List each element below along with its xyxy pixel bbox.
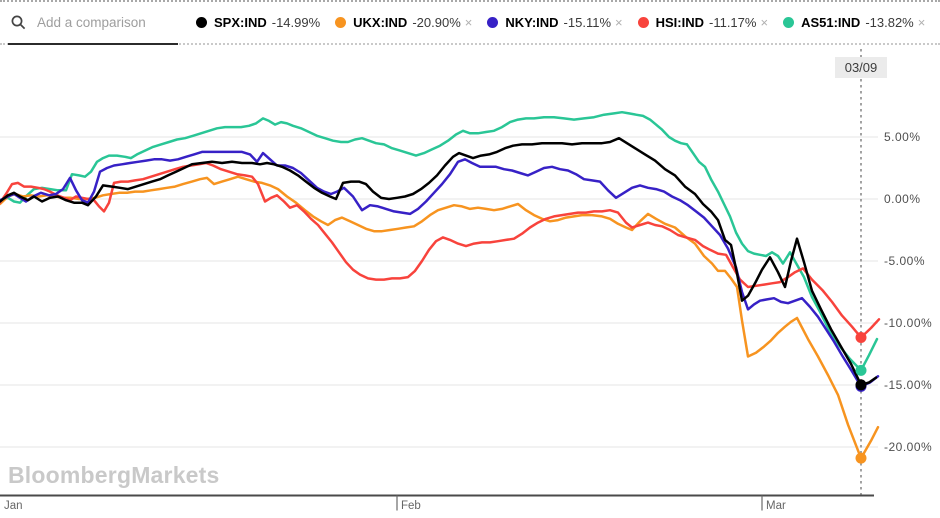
- y-tick-label: 5.00%: [884, 130, 921, 144]
- comparison-toolbar: SPX:IND-14.99%UKX:IND-20.90%×NKY:IND-15.…: [0, 0, 940, 45]
- price-chart-svg: [0, 49, 881, 511]
- legend-change: -20.90%: [412, 15, 461, 30]
- y-tick-label: -10.00%: [884, 316, 933, 330]
- legend-item-ukx[interactable]: UKX:IND -20.90% ×: [335, 15, 472, 30]
- legend-change: -15.11%: [563, 15, 612, 30]
- chart-canvas[interactable]: 5.00% 0.00% -5.00% -10.00% -15.00% -20.00% Ja…: [0, 45, 940, 518]
- legend-item-nky[interactable]: NKY:IND -15.11% ×: [487, 15, 623, 30]
- y-tick-label: 0.00%: [884, 192, 921, 206]
- y-tick-label: -5.00%: [884, 254, 926, 268]
- bloomberg-markets-watermark: BloombergMarkets: [8, 462, 220, 488]
- last-price-dot-hsi: [855, 332, 867, 344]
- crosshair-date-label: 03/09: [835, 57, 887, 78]
- y-tick-label: -20.00%: [884, 440, 933, 454]
- legend-ticker: HSI:IND: [655, 15, 704, 30]
- legend-ticker: UKX:IND: [353, 15, 408, 30]
- remove-comparison-icon[interactable]: ×: [615, 15, 623, 30]
- legend-change: -14.99%: [271, 15, 321, 30]
- search-input[interactable]: [35, 14, 177, 31]
- series-line-hsi: [0, 161, 881, 339]
- remove-comparison-icon[interactable]: ×: [917, 15, 926, 30]
- search-underline: [8, 43, 178, 45]
- last-price-dot-as51: [855, 364, 867, 376]
- last-price-dot-ukx: [855, 452, 867, 464]
- series-line-spx: [0, 136, 878, 387]
- x-tick-label-mar: Mar: [766, 500, 786, 512]
- legend-color-dot: [487, 17, 499, 28]
- legend-item-hsi[interactable]: HSI:IND -11.17% ×: [637, 15, 769, 30]
- legend-color-dot: [783, 17, 795, 28]
- legend-change: -13.82%: [865, 15, 914, 30]
- search-icon: [10, 14, 27, 31]
- last-price-dot-spx: [855, 379, 867, 391]
- legend-item-spx[interactable]: SPX:IND -14.99%: [196, 15, 320, 30]
- remove-comparison-icon[interactable]: ×: [464, 15, 473, 30]
- x-tick-label-jan: Jan: [4, 500, 23, 512]
- legend-ticker: NKY:IND: [505, 15, 559, 30]
- y-tick-label: -15.00%: [884, 378, 933, 392]
- legend-color-dot: [196, 17, 207, 28]
- remove-comparison-icon[interactable]: ×: [760, 15, 769, 30]
- legend-color-dot: [637, 17, 649, 28]
- series-line-as51: [0, 110, 879, 372]
- series-line-ukx: [0, 175, 880, 460]
- legend-item-as51[interactable]: AS51:IND -13.82% ×: [783, 15, 925, 30]
- comparison-legend: SPX:IND -14.99% UKX:IND -20.90% × NKY:IND -15.…: [196, 15, 940, 30]
- add-comparison-search: [0, 2, 178, 45]
- legend-ticker: AS51:IND: [801, 15, 861, 30]
- x-tick-label-feb: Feb: [401, 500, 421, 512]
- legend-color-dot: [335, 17, 347, 28]
- legend-ticker: SPX:IND: [214, 15, 267, 30]
- legend-change: -11.17%: [709, 15, 757, 30]
